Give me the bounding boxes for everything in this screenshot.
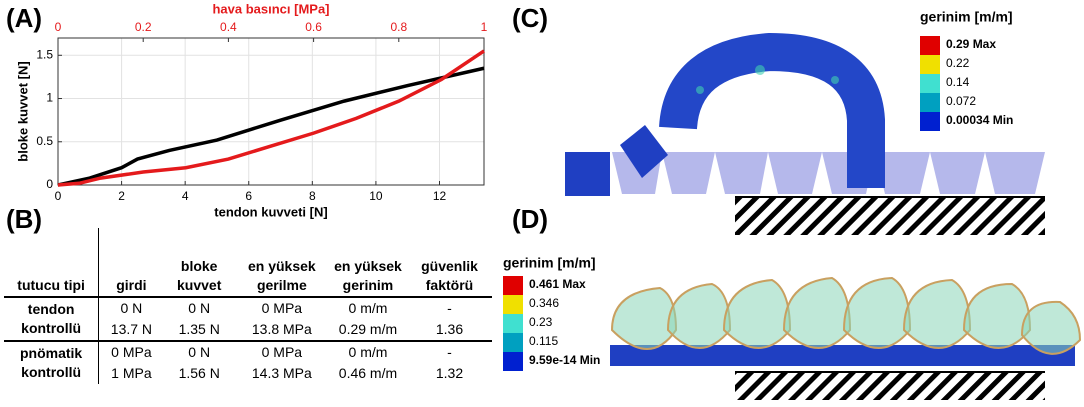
colorbar-d xyxy=(503,276,523,371)
table-cell: 1.32 xyxy=(407,363,492,384)
legend-label: 0.29 Max xyxy=(946,37,996,51)
panel-label: (D) xyxy=(512,204,548,234)
table-cell: 1.35 N xyxy=(164,319,235,341)
legend-label: 0.23 xyxy=(529,315,553,329)
y-tick-label: 0.5 xyxy=(36,134,53,148)
y-tick-label: 0 xyxy=(46,177,53,191)
table-cell: 0.46 m/m xyxy=(329,363,407,384)
table-cell: 0 MPa xyxy=(235,341,329,363)
header-cell: en yüksek gerinim xyxy=(329,228,407,297)
x2-axis-label: hava basıncı [MPa] xyxy=(212,1,329,16)
header-cell: güvenlik faktörü xyxy=(407,228,492,297)
header-cell: tutucu tipi xyxy=(4,228,99,297)
x-axis-label: tendon kuvveti [N] xyxy=(214,204,327,219)
x-tick-label: 0 xyxy=(55,189,62,203)
legend-label: 0.072 xyxy=(946,94,976,108)
y-tick-label: 1 xyxy=(46,91,53,105)
table-cell: 0 N xyxy=(164,297,235,319)
table-cell: 1.56 N xyxy=(164,363,235,384)
x-tick-label: 8 xyxy=(309,189,316,203)
x-tick-label: 6 xyxy=(245,189,252,203)
table-cell: 0 N xyxy=(164,341,235,363)
x2-tick-label: 1 xyxy=(481,20,488,34)
panel-label: (A) xyxy=(6,3,42,33)
fea-c xyxy=(565,52,1045,235)
legend-title: gerinim [m/m] xyxy=(920,9,1013,25)
header-cell: bloke kuvvet xyxy=(164,228,235,297)
legend-label: 0.00034 Min xyxy=(946,113,1013,127)
table-cell: 0 m/m xyxy=(329,341,407,363)
colorbar-c xyxy=(920,36,940,131)
table-cell: 1.36 xyxy=(407,319,492,341)
table-cell: 14.3 MPa xyxy=(235,363,329,384)
x2-tick-label: 0.2 xyxy=(135,20,152,34)
table-cell: 0 MPa xyxy=(99,341,164,363)
legend-label: 0.14 xyxy=(946,75,970,89)
x-tick-label: 10 xyxy=(369,189,383,203)
legend-label: 9.59e-14 Min xyxy=(529,353,600,367)
legend-label: 0.461 Max xyxy=(529,277,586,291)
x2-tick-label: 0.4 xyxy=(220,20,237,34)
y-axis-label: bloke kuvvet [N] xyxy=(15,61,30,161)
x-tick-label: 12 xyxy=(433,189,447,203)
table-cell: 0 N xyxy=(99,297,164,319)
legend-label: 0.346 xyxy=(529,296,559,310)
panel-label: (C) xyxy=(512,3,548,33)
legend-title: gerinim [m/m] xyxy=(503,255,596,271)
y-tick-label: 1.5 xyxy=(36,47,53,61)
legend-label: 0.22 xyxy=(946,56,970,70)
table-cell: 0 m/m xyxy=(329,297,407,319)
x-tick-label: 2 xyxy=(118,189,125,203)
fea-d xyxy=(610,278,1080,400)
legend-label: 0.115 xyxy=(529,334,558,348)
x2-tick-label: 0.8 xyxy=(390,20,407,34)
table-cell: - xyxy=(407,341,492,363)
x2-tick-label: 0 xyxy=(55,20,62,34)
x-tick-label: 4 xyxy=(182,189,189,203)
table-cell: 1 MPa xyxy=(99,363,164,384)
table-cell: 13.8 MPa xyxy=(235,319,329,341)
group-label: pnömatik kontrollü xyxy=(4,341,99,384)
table-cell: 0 MPa xyxy=(235,297,329,319)
table-cell: 13.7 N xyxy=(99,319,164,341)
table-cell: - xyxy=(407,297,492,319)
group-label: tendon kontrollü xyxy=(4,297,99,341)
page: (A) (B) (C) (D) xyxy=(0,0,1084,407)
x2-tick-label: 0.6 xyxy=(305,20,322,34)
table-cell: 0.29 m/m xyxy=(329,319,407,341)
results-table: tutucu tipi girdi bloke kuvvet en yüksek… xyxy=(4,228,492,384)
header-cell: girdi xyxy=(99,228,164,297)
header-cell: en yüksek gerilme xyxy=(235,228,329,297)
